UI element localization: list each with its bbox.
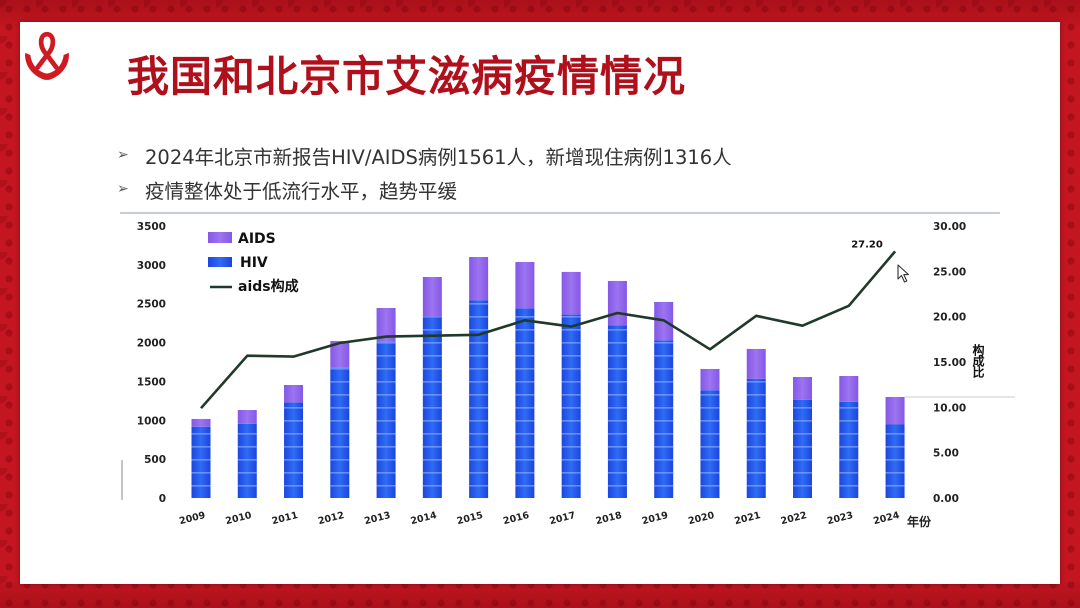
legend-swatch-hiv	[208, 257, 232, 267]
bullet-item: ➢ 2024年北京市新报告HIV/AIDS病例1561人，新增现住病例1316人	[117, 138, 732, 172]
bar-group	[191, 257, 905, 498]
ratio-data-label: 27.20	[851, 239, 883, 250]
legend-label-aids: AIDS	[238, 231, 276, 247]
hiv-bar-stripes	[839, 401, 859, 498]
x-tick-label: 2024	[872, 510, 901, 527]
hiv-bar-stripes	[422, 316, 442, 498]
bullet-arrow-icon: ➢	[117, 181, 129, 197]
left-axis-tick-label: 500	[144, 454, 166, 466]
hiv-bar-stripes	[885, 424, 905, 498]
hiv-bar-stripes	[700, 390, 720, 498]
aids-bar	[839, 375, 859, 402]
x-tick-label: 2011	[271, 510, 299, 527]
aids-bar	[376, 307, 396, 342]
x-tick-label: 2016	[502, 510, 531, 527]
hiv-bar-stripes	[654, 340, 674, 498]
left-axis-tick-label: 1000	[137, 415, 166, 427]
aids-bar	[422, 276, 442, 317]
aids-bar	[700, 368, 720, 391]
hiv-bar-stripes	[191, 426, 211, 498]
slide-title: 我国和北京市艾滋病疫情情况	[127, 52, 687, 101]
x-tick-label: 2019	[641, 510, 669, 527]
x-tick-label: 2012	[317, 510, 345, 527]
aids-bar	[746, 348, 766, 379]
aids-bar	[330, 341, 350, 368]
hiv-bar-stripes	[561, 314, 581, 498]
aids-bar	[515, 261, 535, 309]
right-axis-tick-label: 0.00	[933, 493, 959, 505]
aids-ratio-line	[200, 250, 897, 410]
aids-bar	[191, 418, 211, 427]
legend-label-ratio: aids构成	[238, 278, 299, 295]
left-axis-tick-label: 3000	[137, 260, 166, 272]
right-axis-tick-label: 10.00	[933, 402, 966, 414]
x-tick-label: 2010	[225, 510, 254, 527]
legend-swatch-aids	[208, 232, 232, 243]
x-axis-title: 年份	[907, 514, 932, 529]
bullet-arrow-icon: ➢	[117, 147, 129, 163]
red-ribbon-hands-icon	[25, 31, 69, 80]
left-axis-tick-label: 2500	[137, 299, 166, 311]
hiv-bar-stripes	[515, 308, 535, 498]
right-axis-tick-label: 30.00	[933, 221, 966, 233]
left-axis-tick-label: 2000	[137, 338, 166, 350]
right-axis-tick-label: 20.00	[933, 312, 966, 324]
hiv-bar-stripes	[237, 423, 257, 498]
legend-label-hiv: HIV	[240, 255, 268, 271]
bullet-text: 疫情整体处于低流行水平，趋势平缓	[145, 179, 458, 203]
hiv-bar-stripes	[469, 300, 489, 498]
x-tick-label: 2009	[178, 510, 206, 527]
bullet-text: 2024年北京市新报告HIV/AIDS病例1561人，新增现住病例1316人	[145, 145, 732, 169]
aids-bar	[885, 396, 905, 425]
x-tick-label: 2018	[595, 510, 624, 527]
bullet-item: ➢ 疫情整体处于低流行水平，趋势平缓	[117, 172, 732, 206]
x-tick-label: 2020	[687, 510, 716, 527]
right-axis-tick-label: 25.00	[933, 266, 966, 278]
x-tick-label: 2023	[826, 510, 854, 527]
axis-tick-labels: 2009 2010 2011 2012 2013 2014 2015 2016 2017 2018…	[137, 221, 966, 527]
hiv-bar-stripes	[793, 399, 813, 498]
bullet-list: ➢ 2024年北京市新报告HIV/AIDS病例1561人，新增现住病例1316人…	[117, 138, 732, 206]
hiv-bar-stripes	[746, 378, 766, 498]
combo-chart: 2009 2010 2011 2012 2013 2014 2015 2016 2017 2018…	[120, 212, 1015, 529]
left-axis-tick-label: 1500	[137, 376, 166, 388]
x-tick-label: 2015	[456, 510, 484, 527]
aids-bar	[607, 280, 627, 326]
x-tick-label: 2017	[548, 510, 576, 527]
aids-bar	[469, 257, 489, 301]
right-axis-tick-label: 15.00	[933, 357, 966, 369]
aids-bar	[793, 376, 813, 400]
hiv-bar-stripes	[330, 367, 350, 498]
left-axis-tick-label: 0	[159, 493, 166, 505]
mouse-pointer-icon	[897, 264, 910, 283]
aids-bar	[561, 271, 581, 315]
aids-bar	[237, 410, 257, 424]
hiv-bar-stripes	[607, 325, 627, 498]
right-axis-title: 构成比	[971, 344, 985, 377]
x-tick-label: 2021	[733, 510, 761, 527]
legend: AIDS HIV aids构成	[208, 231, 299, 295]
x-tick-label: 2022	[780, 510, 808, 527]
aids-bar	[284, 385, 304, 403]
hiv-bar-stripes	[284, 402, 304, 498]
right-axis-tick-label: 5.00	[933, 448, 959, 460]
x-tick-label: 2013	[363, 510, 391, 527]
hiv-bar-stripes	[376, 341, 396, 498]
x-tick-label: 2014	[410, 510, 439, 527]
left-axis-tick-label: 3500	[137, 221, 166, 233]
